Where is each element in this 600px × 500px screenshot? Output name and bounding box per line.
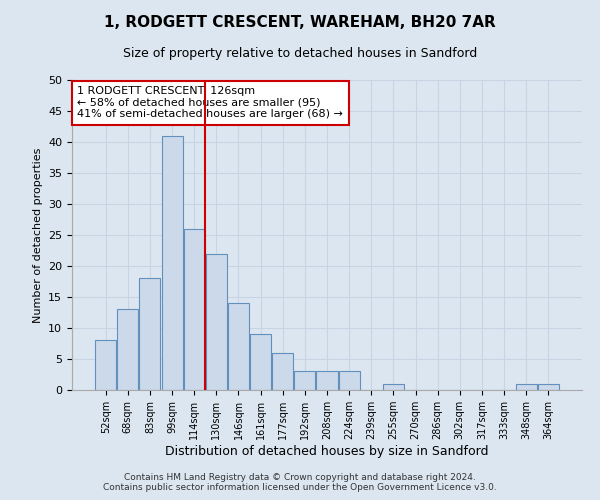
Bar xyxy=(184,229,205,390)
Bar xyxy=(161,136,182,390)
Bar xyxy=(95,340,116,390)
Text: Size of property relative to detached houses in Sandford: Size of property relative to detached ho… xyxy=(123,48,477,60)
Bar xyxy=(515,384,536,390)
Bar xyxy=(206,254,227,390)
Bar xyxy=(250,334,271,390)
Text: Contains HM Land Registry data © Crown copyright and database right 2024.
Contai: Contains HM Land Registry data © Crown c… xyxy=(103,473,497,492)
Bar xyxy=(228,303,249,390)
Bar xyxy=(139,278,160,390)
Bar xyxy=(538,384,559,390)
Bar xyxy=(316,372,338,390)
X-axis label: Distribution of detached houses by size in Sandford: Distribution of detached houses by size … xyxy=(165,445,489,458)
Bar xyxy=(383,384,404,390)
Bar xyxy=(118,310,139,390)
Bar xyxy=(295,372,316,390)
Y-axis label: Number of detached properties: Number of detached properties xyxy=(32,148,43,322)
Text: 1 RODGETT CRESCENT: 126sqm
← 58% of detached houses are smaller (95)
41% of semi: 1 RODGETT CRESCENT: 126sqm ← 58% of deta… xyxy=(77,86,343,120)
Bar xyxy=(272,353,293,390)
Bar xyxy=(338,372,359,390)
Text: 1, RODGETT CRESCENT, WAREHAM, BH20 7AR: 1, RODGETT CRESCENT, WAREHAM, BH20 7AR xyxy=(104,15,496,30)
